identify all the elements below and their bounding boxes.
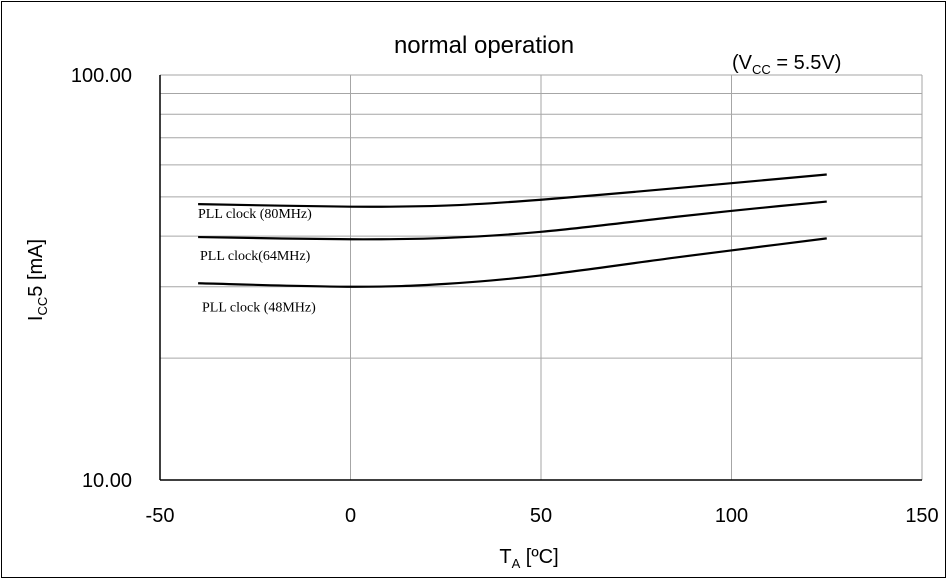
y-axis-label-rest: 5 [mA] (25, 239, 47, 297)
x-tick-label: 0 (345, 505, 356, 527)
x-axis-label: TA [ºC] (499, 546, 558, 571)
x-axis-label-rest: [ºC] (520, 546, 558, 568)
x-tick-label: 50 (530, 505, 552, 527)
x-axis-label-sub: A (512, 556, 521, 571)
series-line-2 (198, 237, 827, 288)
series-label-0: PLL clock (80MHz) (198, 207, 312, 222)
series-label-1: PLL clock(64MHz) (200, 249, 311, 264)
axes (159, 75, 922, 481)
series-line-1 (198, 200, 827, 241)
y-axis-label-main: I (25, 316, 47, 322)
tick-labels: -50 0 50 100 150 10.00 100.00 (71, 65, 939, 527)
y-axis-label-sub: CC (35, 297, 50, 316)
x-tick-label: 150 (905, 505, 938, 527)
series-group (198, 173, 827, 288)
series-labels: PLL clock (80MHz) PLL clock(64MHz) PLL clo… (198, 207, 316, 315)
chart-title: normal operation (394, 32, 574, 59)
condition-label-rest: = 5.5V) (771, 52, 842, 74)
condition-label: (VCC = 5.5V) (732, 52, 841, 77)
grid (160, 74, 923, 480)
x-tick-label: 100 (715, 505, 748, 527)
x-tick-label: -50 (146, 505, 175, 527)
y-tick-label: 100.00 (71, 65, 132, 87)
condition-label-main: (V (732, 52, 753, 74)
series-label-2: PLL clock (48MHz) (202, 300, 316, 315)
series-line-0 (198, 173, 827, 208)
x-axis-label-main: T (499, 546, 511, 568)
y-axis-label: ICC5 [mA] (25, 239, 50, 321)
condition-label-sub: CC (752, 62, 771, 77)
y-tick-label: 10.00 (82, 470, 132, 492)
